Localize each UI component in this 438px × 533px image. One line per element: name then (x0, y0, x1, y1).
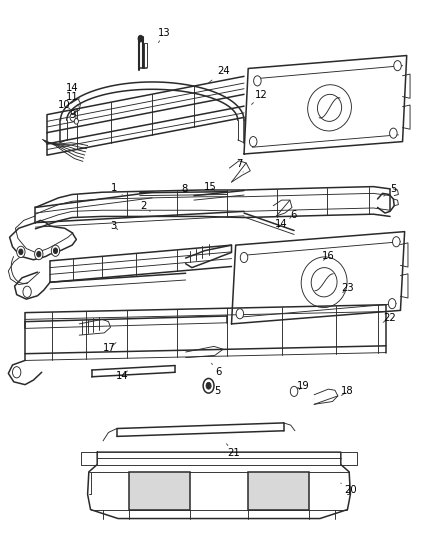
Text: 14: 14 (116, 371, 128, 381)
Text: 21: 21 (226, 443, 240, 458)
Text: 2: 2 (140, 201, 150, 212)
Circle shape (394, 61, 401, 71)
Circle shape (206, 382, 211, 389)
Circle shape (138, 35, 143, 42)
Text: 13: 13 (158, 28, 170, 43)
Text: 5: 5 (210, 386, 220, 397)
Text: 11: 11 (66, 92, 78, 106)
Circle shape (254, 76, 261, 86)
Text: 24: 24 (208, 66, 230, 84)
Circle shape (37, 252, 41, 257)
Bar (129, 472, 190, 510)
Text: 3: 3 (111, 221, 118, 231)
Text: 6: 6 (212, 364, 221, 377)
Text: 6: 6 (290, 210, 297, 220)
Circle shape (389, 298, 396, 309)
Text: 15: 15 (203, 182, 216, 191)
Text: 17: 17 (103, 343, 116, 353)
Circle shape (35, 248, 43, 260)
Circle shape (23, 286, 31, 297)
Text: 18: 18 (341, 386, 354, 397)
Text: 16: 16 (322, 252, 335, 261)
Circle shape (13, 367, 21, 378)
Bar (248, 472, 309, 510)
Text: 8: 8 (182, 184, 189, 194)
Text: 1: 1 (111, 183, 122, 195)
Text: 22: 22 (383, 313, 396, 323)
Circle shape (70, 114, 76, 122)
Text: 7: 7 (236, 159, 243, 172)
Text: 19: 19 (297, 381, 310, 391)
Text: 12: 12 (251, 90, 268, 104)
Text: 20: 20 (341, 483, 357, 495)
Text: 5: 5 (384, 184, 396, 196)
Text: 14: 14 (66, 83, 79, 99)
Circle shape (390, 128, 397, 138)
Circle shape (19, 249, 23, 255)
Circle shape (290, 386, 298, 397)
Circle shape (74, 118, 78, 124)
Circle shape (51, 245, 60, 256)
Circle shape (392, 237, 400, 247)
Text: 14: 14 (275, 219, 287, 229)
Text: 10: 10 (57, 100, 70, 110)
Text: 23: 23 (341, 283, 354, 293)
Circle shape (53, 248, 57, 254)
Circle shape (250, 136, 257, 147)
Circle shape (17, 246, 25, 257)
Circle shape (236, 309, 244, 319)
Circle shape (203, 378, 214, 393)
Circle shape (240, 253, 248, 263)
Text: 9: 9 (69, 110, 75, 119)
